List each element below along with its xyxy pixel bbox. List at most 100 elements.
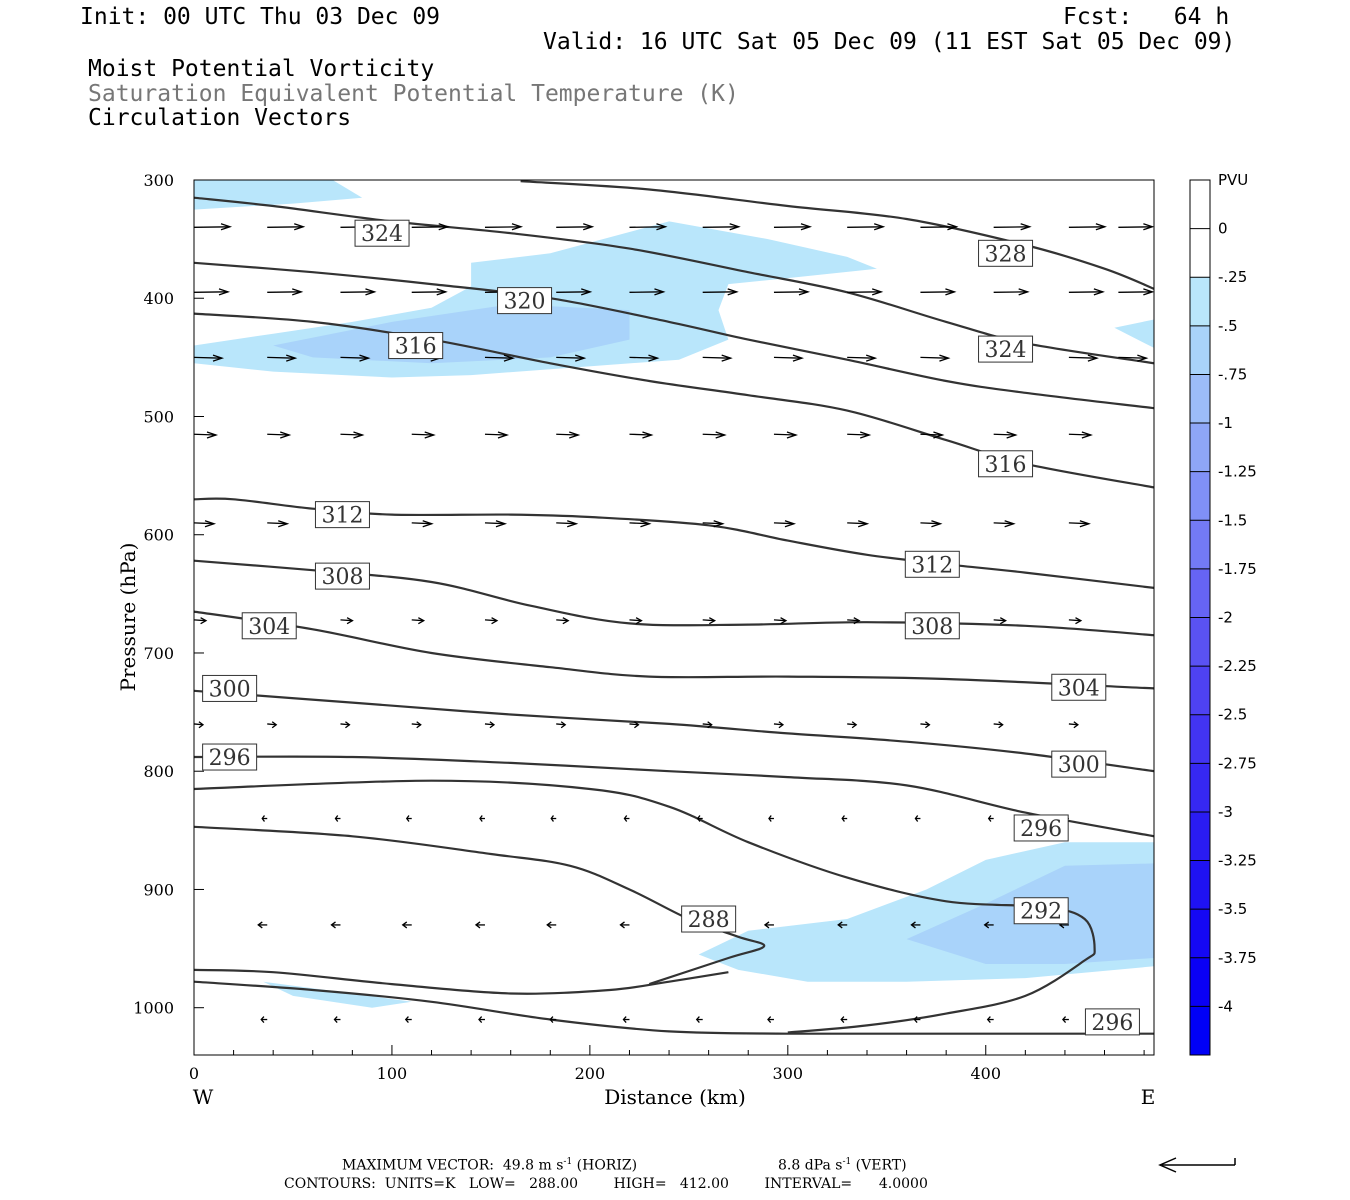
vector-arrow: [629, 520, 652, 528]
vector-arrow: [193, 223, 233, 231]
colorbar-label: -.75: [1218, 365, 1247, 383]
vector-arrow: [773, 721, 785, 729]
colorbar-label: -1: [1218, 414, 1233, 432]
colorbar-cell: [1190, 714, 1210, 764]
vector-arrow: [847, 617, 861, 625]
colorbar-cell: [1190, 957, 1210, 1007]
y-tick-label: 400: [143, 289, 174, 308]
pv-region-6: [263, 981, 412, 1008]
vector-arrow: [1062, 1016, 1069, 1023]
field-title-mpv: Moist Potential Vorticity: [88, 56, 435, 82]
contour-label-308: 308: [904, 612, 960, 640]
vector-arrow: [702, 617, 717, 625]
vector-arrow: [193, 288, 231, 296]
vector-arrow: [763, 921, 774, 929]
pv-region-0: [194, 180, 363, 210]
vector-arrow: [913, 1016, 921, 1023]
vector-arrow: [702, 721, 713, 729]
contour-label-312: 312: [314, 501, 370, 529]
colorbar-label: -2.5: [1218, 706, 1247, 724]
vector-arrow: [411, 617, 426, 625]
contour-label-320: 320: [497, 287, 553, 315]
contour-label-300: 300: [202, 674, 258, 702]
colorbar-label: -1.75: [1218, 560, 1257, 578]
vector-arrow: [1118, 354, 1149, 362]
contour-label-text: 292: [1020, 900, 1062, 925]
x-tick-label: 200: [575, 1064, 606, 1083]
contour-label-text: 312: [321, 504, 363, 529]
colorbar-cell: [1190, 1006, 1210, 1056]
colorbar-label: -2.75: [1218, 754, 1257, 772]
y-tick-label: 800: [143, 762, 174, 781]
contour-label-308: 308: [314, 562, 370, 590]
vector-arrow: [1068, 223, 1107, 231]
contour-label-text: 288: [688, 908, 730, 933]
vector-arrow: [702, 354, 733, 362]
colorbar-cell: [1190, 520, 1210, 570]
vector-arrow: [260, 1016, 268, 1023]
colorbar-label: -1.25: [1218, 463, 1257, 481]
vector-arrow: [702, 520, 725, 528]
vector-arrow: [920, 288, 957, 296]
vector-arrow: [340, 617, 354, 625]
vector-arrow: [920, 520, 943, 528]
colorbar-label: -2.25: [1218, 657, 1257, 675]
vector-arrow: [267, 288, 304, 296]
vector-arrow: [404, 1016, 412, 1023]
vector-arrow: [334, 815, 341, 822]
contour-label-text: 304: [248, 615, 290, 640]
vector-arrow: [267, 431, 292, 439]
vector-arrow: [920, 223, 959, 231]
max-vector-note: MAXIMUM VECTOR: 49.8 m s-1 (HORIZ): [342, 1157, 638, 1174]
contour-label-328: 328: [978, 239, 1034, 267]
init-time: Init: 00 UTC Thu 03 Dec 09: [80, 4, 441, 30]
vector-arrow: [1068, 431, 1093, 439]
colorbar-cell: [1190, 763, 1210, 813]
vector-arrow: [920, 721, 931, 729]
contour-label-316: 316: [978, 450, 1034, 478]
vector-arrow: [484, 223, 524, 231]
colorbar-cell: [1190, 860, 1210, 910]
colorbar-label: -.5: [1218, 317, 1238, 335]
y-axis-label: Pressure (hPa): [116, 543, 140, 692]
colorbar-cell-top: [1190, 180, 1210, 229]
vector-arrow: [411, 288, 448, 296]
max-vector-vert-note: 8.8 dPa s-1 (VERT): [778, 1157, 907, 1174]
vector-arrow: [267, 223, 306, 231]
vector-arrow: [619, 921, 630, 929]
vector-arrow: [333, 1016, 341, 1023]
vector-arrow: [556, 617, 570, 625]
vector-arrow: [773, 354, 805, 362]
colorbar-cell: [1190, 277, 1210, 327]
vector-arrow: [549, 1016, 557, 1023]
contour-304-6: [193, 610, 1155, 690]
vector-arrow: [257, 921, 268, 929]
colorbar-cell: [1190, 423, 1210, 473]
x-tick-label: 300: [773, 1064, 804, 1083]
contour-label-text: 308: [911, 615, 953, 640]
contour-label-312: 312: [904, 550, 960, 578]
vector-arrow: [556, 354, 587, 362]
vector-arrow: [1068, 520, 1091, 528]
circulation-vectors: [193, 223, 1155, 1023]
contour-label-text: 296: [1020, 817, 1062, 842]
x-end-east: E: [1141, 1085, 1156, 1109]
vector-arrow: [267, 520, 290, 528]
vector-arrow: [629, 223, 668, 231]
vector-arrow: [629, 354, 660, 362]
vector-arrow: [340, 431, 365, 439]
vector-arrow: [920, 431, 945, 439]
vector-arrow: [993, 431, 1018, 439]
contour-info: CONTOURS: UNITS=K LOW= 288.00 HIGH= 412.…: [284, 1176, 928, 1192]
colorbar-cell: [1190, 666, 1210, 716]
colorbar-label: 0: [1218, 220, 1228, 238]
contour-label-text: 312: [911, 553, 953, 578]
vector-arrow: [847, 520, 870, 528]
vector-arrow: [773, 288, 811, 296]
theta-e-contours: [193, 180, 1155, 1035]
contour-300-5: [193, 689, 1155, 773]
vector-arrow: [484, 721, 496, 729]
vector-arrow: [695, 1016, 703, 1023]
vector-arrow: [920, 354, 951, 362]
vector-arrow: [847, 721, 858, 729]
